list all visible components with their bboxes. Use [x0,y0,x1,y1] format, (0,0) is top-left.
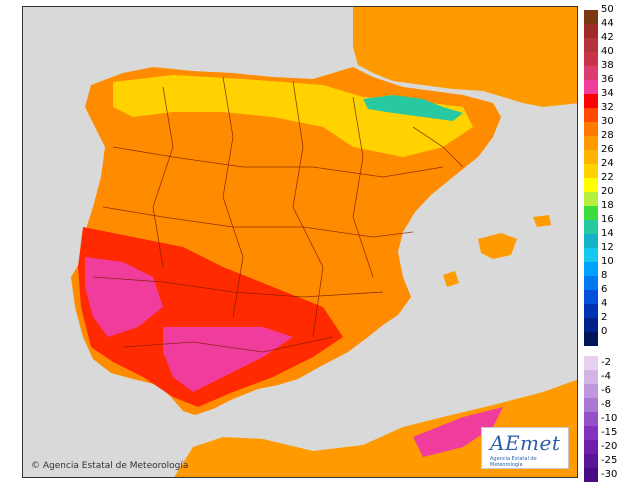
legend-label: -20 [601,441,618,452]
legend-label: 10 [601,256,614,267]
legend-swatch [584,412,598,426]
legend-swatch [584,356,598,370]
legend-swatch [584,94,598,108]
legend-separator [584,346,598,356]
legend-swatch [584,248,598,262]
legend-label: -4 [601,371,611,382]
legend-label: -25 [601,455,618,466]
legend-label: 16 [601,214,614,225]
legend-swatch [584,164,598,178]
legend-swatch [584,454,598,468]
legend-label: -15 [601,427,618,438]
iberia-map-graphic [23,7,577,477]
legend-swatch [584,262,598,276]
legend-label: 6 [601,284,608,295]
legend-swatch [584,10,598,24]
pyrenees-cool-zone [363,95,463,121]
legend-swatch [584,234,598,248]
legend-label: -2 [601,357,611,368]
menorca-island [533,215,551,227]
legend-label: 34 [601,88,614,99]
aemet-logo-box: AEmet Agencia Estatal de Meteorología [481,427,569,469]
legend-label: 32 [601,102,614,113]
temperature-map: © Agencia Estatal de Meteorología AEmet … [22,6,578,478]
legend-label: -6 [601,385,611,396]
guadalquivir-hottest-zone [163,327,293,392]
legend-swatch [584,206,598,220]
attribution-text: © Agencia Estatal de Meteorología [31,461,188,471]
guadiana-hottest-zone [85,257,163,337]
legend-swatch [584,318,598,332]
legend-swatch [584,468,598,482]
aemet-logo-subtitle: Agencia Estatal de Meteorología [490,456,537,468]
legend-label: 30 [601,116,614,127]
legend-label: 38 [601,60,614,71]
legend-swatch [584,276,598,290]
legend-label: 12 [601,242,614,253]
legend-swatch [584,150,598,164]
legend-swatch [584,52,598,66]
legend-swatch [584,80,598,94]
france-landmass [353,7,577,107]
legend-swatch [584,24,598,38]
legend-label: 36 [601,74,614,85]
legend-swatch [584,398,598,412]
attribution-label: Agencia Estatal de Meteorología [42,461,189,471]
legend-swatch [584,290,598,304]
legend-label: 24 [601,158,614,169]
temperature-legend: 50 44 42 40 38 36 34 32 30 28 26 24 22 20 18 16 14 12 10 8 6… [584,5,624,486]
legend-label: -8 [601,399,611,410]
legend-label: 18 [601,200,614,211]
aemet-logo: AEmet [490,431,561,455]
province-borders [92,76,464,353]
legend-swatch [584,370,598,384]
legend-swatch [584,122,598,136]
legend-swatch [584,332,598,346]
southwest-hot-zone [78,227,343,407]
copyright-symbol: © [31,461,40,471]
legend-label: 14 [601,228,614,239]
legend-label: -10 [601,413,618,424]
atlas-hot-zone [413,407,503,457]
legend-label: 2 [601,312,608,323]
legend-label: 28 [601,130,614,141]
legend-swatch [584,384,598,398]
legend-swatch [584,426,598,440]
legend-label: 26 [601,144,614,155]
legend-swatch [584,178,598,192]
legend-label: 44 [601,18,614,29]
legend-label: 40 [601,46,614,57]
legend-label: -30 [601,469,618,480]
legend-swatch [584,220,598,234]
legend-label: 42 [601,32,614,43]
legend-label: 20 [601,186,614,197]
legend-label: 4 [601,298,608,309]
legend-swatch [584,38,598,52]
legend-label: 0 [601,326,608,337]
northern-cooler-zone [113,75,473,157]
ibiza-island [443,271,459,287]
legend-swatch [584,192,598,206]
mallorca-island [478,233,517,259]
legend-label: 8 [601,270,608,281]
legend-swatch [584,108,598,122]
north-africa-landmass [174,379,577,477]
legend-swatch [584,136,598,150]
legend-swatch [584,440,598,454]
legend-swatch [584,66,598,80]
legend-label: 22 [601,172,614,183]
legend-swatch [584,304,598,318]
legend-label: 50 [601,4,614,15]
